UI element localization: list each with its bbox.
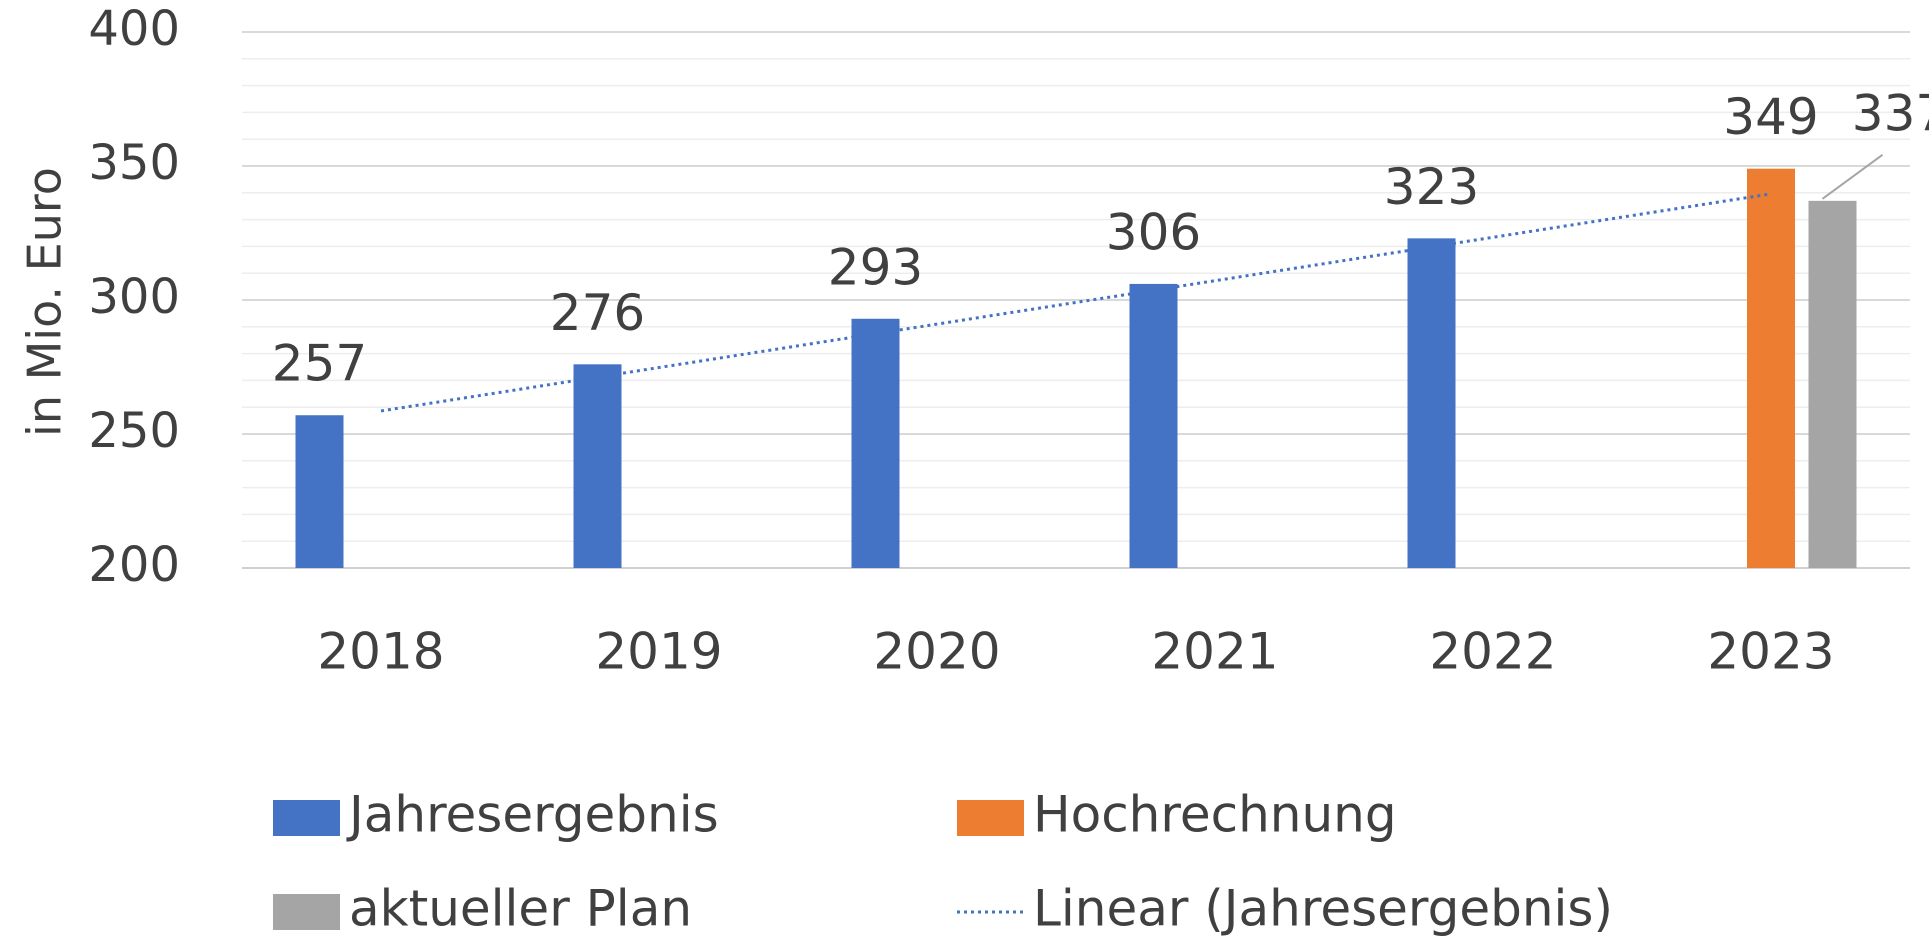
x-tick-label: 2023 — [1707, 623, 1834, 681]
legend-swatch — [273, 894, 340, 930]
data-label: 257 — [272, 335, 367, 393]
data-label: 306 — [1106, 203, 1201, 261]
y-axis-title: in Mio. Euro — [18, 167, 72, 437]
y-tick-label: 250 — [88, 403, 180, 459]
y-tick-label: 350 — [88, 135, 180, 191]
data-label: 349 — [1723, 88, 1818, 146]
x-tick-label: 2019 — [595, 623, 722, 681]
data-label: 337 — [1852, 84, 1929, 142]
legend-label: Hochrechnung — [1033, 786, 1397, 844]
x-tick-label: 2022 — [1429, 623, 1556, 681]
y-tick-label: 300 — [88, 269, 180, 325]
bar — [295, 415, 344, 568]
leader-line — [1821, 154, 1884, 200]
legend-swatch — [957, 800, 1024, 836]
legend-label: Linear (Jahresergebnis) — [1033, 880, 1613, 938]
legend-label: Jahresergebnis — [346, 786, 719, 844]
bar — [1407, 238, 1456, 569]
data-label: 323 — [1384, 158, 1479, 216]
bar — [851, 318, 900, 568]
bar — [1129, 283, 1178, 568]
legend-swatch — [273, 800, 340, 836]
bar — [1808, 200, 1857, 568]
legend-label: aktueller Plan — [349, 880, 692, 938]
data-label: 276 — [550, 284, 645, 342]
bar — [573, 364, 622, 568]
x-tick-label: 2018 — [317, 623, 444, 681]
y-tick-label: 400 — [88, 1, 180, 57]
x-tick-label: 2020 — [873, 623, 1000, 681]
x-tick-label: 2021 — [1151, 623, 1278, 681]
bar — [1747, 168, 1795, 568]
data-label: 293 — [828, 238, 923, 296]
y-tick-label: 200 — [88, 537, 180, 593]
